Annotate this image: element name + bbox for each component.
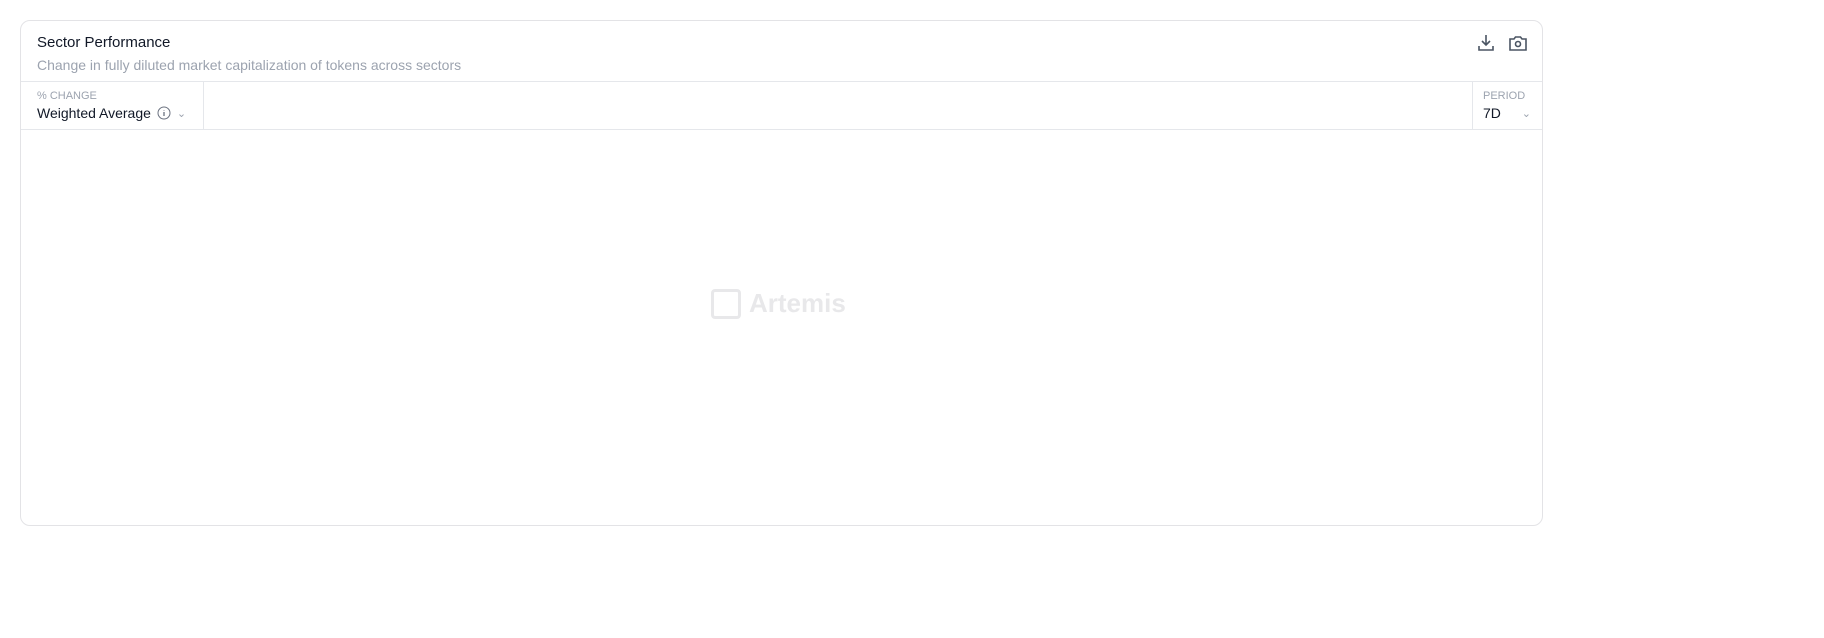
period-value: 7D (1483, 105, 1501, 121)
card-title: Sector Performance (37, 34, 171, 51)
change-select[interactable]: % CHANGE Weighted Average ⌄ (37, 82, 203, 129)
artemis-logo-icon (711, 288, 741, 319)
period-label: PERIOD (1483, 90, 1526, 102)
card-subtitle: Change in fully diluted market capitaliz… (37, 57, 462, 73)
divider (21, 81, 1542, 82)
camera-icon[interactable] (1508, 33, 1528, 53)
period-select[interactable]: PERIOD 7D ⌄ (1483, 82, 1533, 129)
divider (1472, 82, 1473, 129)
download-icon[interactable] (1476, 33, 1496, 53)
watermark: Artemis (711, 288, 846, 319)
divider (203, 82, 204, 129)
divider (21, 129, 1542, 130)
change-value: Weighted Average (37, 105, 151, 121)
change-label: % CHANGE (37, 90, 97, 102)
sector-performance-card: Sector Performance Change in fully dilut… (20, 20, 1543, 526)
chevron-down-icon[interactable]: ⌄ (176, 107, 187, 120)
chevron-down-icon[interactable]: ⌄ (1521, 107, 1531, 120)
info-icon[interactable] (157, 106, 171, 120)
watermark-text: Artemis (749, 288, 846, 318)
